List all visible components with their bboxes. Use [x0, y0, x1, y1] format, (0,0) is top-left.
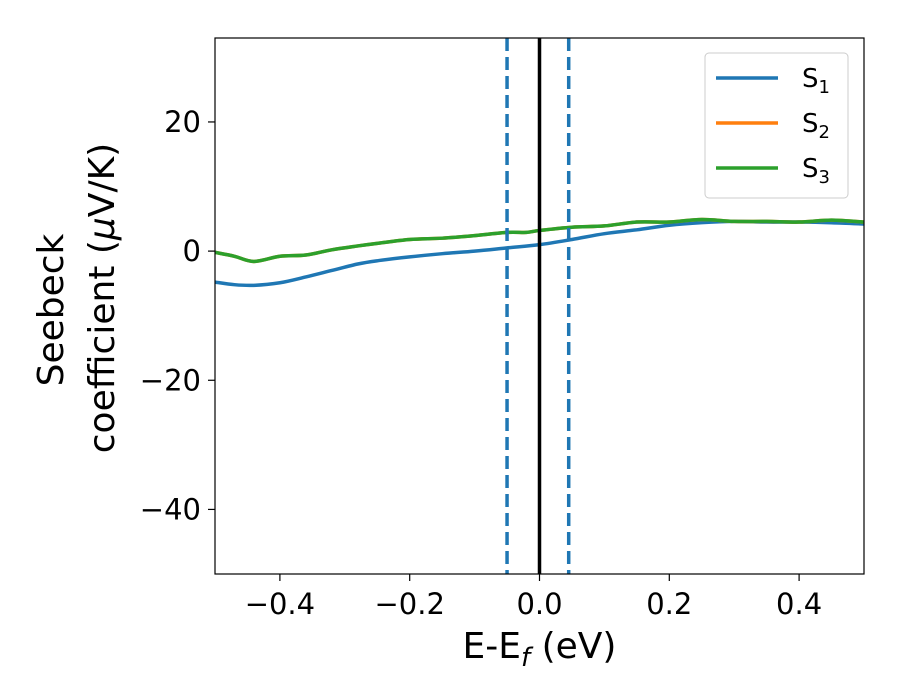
x-tick-label: 0.2: [646, 587, 692, 621]
vline-layer: [505, 38, 571, 574]
x-tick-label: −0.4: [245, 587, 315, 621]
y-tick-label: 0: [183, 234, 201, 268]
legend-box: [704, 52, 849, 199]
series-line-3: [215, 217, 864, 264]
x-axis-ticks: −0.4 −0.2 0.0 0.2 0.4: [245, 574, 822, 621]
y-axis-ticks: −40 −20 0 20: [140, 105, 215, 526]
y-tick-label: −40: [140, 492, 201, 526]
y-axis-label-line2: coefficient (μV/K): [82, 143, 123, 453]
x-axis-label: E-Ef (eV): [463, 626, 617, 673]
y-tick-label: 20: [164, 105, 201, 139]
legend-label-1: S1: [802, 64, 830, 98]
x-tick-label: −0.2: [374, 587, 444, 621]
y-axis-label: Seebeck coefficient (μV/K): [31, 143, 123, 453]
x-tick-label: 0.4: [776, 587, 822, 621]
legend-label-2: S2: [802, 109, 830, 143]
y-tick-label: −20: [140, 363, 201, 397]
legend-label-3: S3: [802, 154, 830, 188]
x-tick-label: 0.0: [516, 587, 562, 621]
y-axis-label-line1: Seebeck: [31, 233, 72, 386]
legend: S1 S2 S3: [704, 52, 849, 199]
